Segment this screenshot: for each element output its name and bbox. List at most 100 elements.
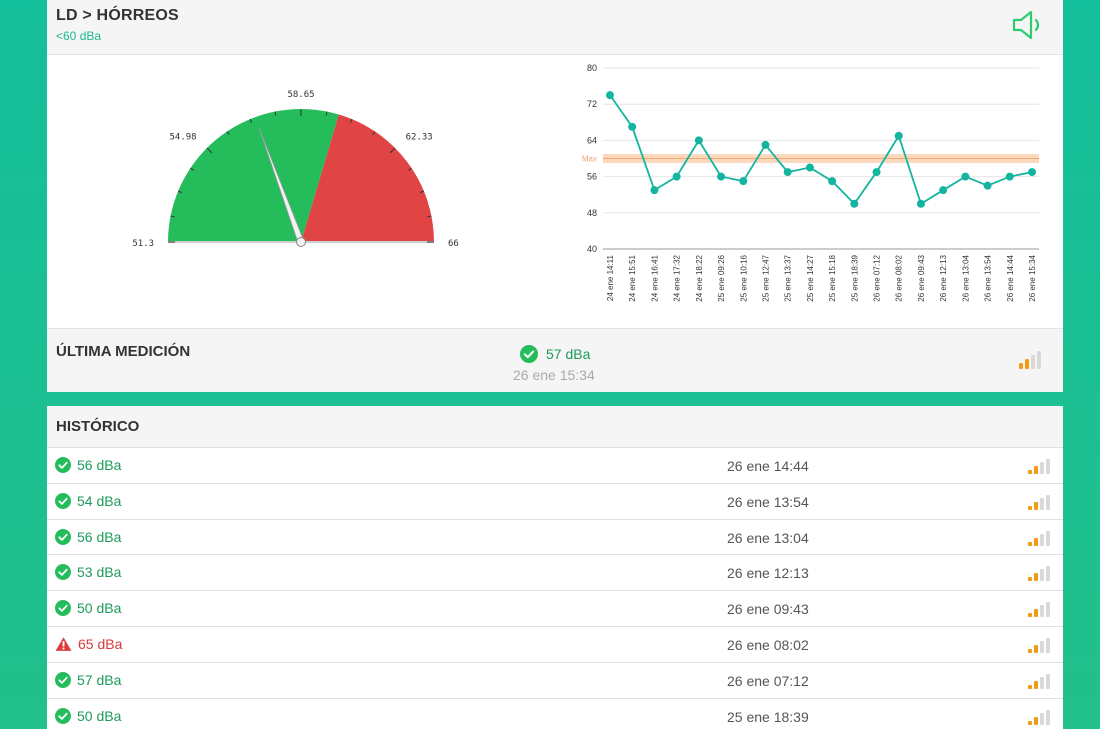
gauge-tick [407, 167, 412, 171]
check-circle-icon [55, 457, 71, 473]
gauge-tick [206, 147, 213, 154]
history-header: HISTÓRICO [47, 406, 1063, 448]
data-point[interactable] [961, 172, 970, 181]
data-point[interactable] [739, 177, 748, 186]
history-time: 26 ene 13:04 [727, 529, 809, 546]
data-point[interactable] [650, 186, 659, 195]
page-title: LD > HÓRREOS [56, 7, 179, 24]
history-time: 25 ene 18:39 [727, 708, 809, 725]
data-point[interactable] [872, 168, 881, 177]
check-circle-icon [55, 671, 71, 688]
last-measurement-time: 26 ene 15:34 [513, 367, 595, 383]
warning-triangle-icon [55, 637, 72, 651]
history-value-text: 56 dBa [77, 528, 122, 545]
charts-area: 51.3 54.98 58.65 62.33 66 40 48 56 64 72 80 Max 24 … [47, 55, 1063, 328]
gauge-tick [170, 215, 175, 218]
last-value-text: 57 dBa [546, 346, 591, 362]
history-row[interactable]: 54 dBa 26 ene 13:54 [47, 484, 1063, 520]
gauge-tick-label: 66 [448, 239, 459, 249]
y-tick-label: 48 [587, 208, 597, 218]
data-point[interactable] [805, 163, 814, 172]
x-tick-label: 25 ene 10:16 [739, 254, 748, 301]
last-measurement: ÚLTIMA MEDICIÓN 57 dBa 26 ene 15:34 [47, 328, 1063, 392]
history-row[interactable]: 56 dBa 26 ene 13:04 [47, 520, 1063, 556]
gauge-tick [226, 131, 230, 136]
y-tick-label: 72 [587, 99, 597, 109]
data-point[interactable] [717, 172, 726, 181]
x-tick-label: 26 ene 13:04 [961, 254, 970, 301]
history-value-text: 57 dBa [77, 671, 122, 688]
history-value: 65 dBa [55, 636, 122, 652]
gauge-tick [349, 118, 353, 124]
history-time: 26 ene 07:12 [727, 672, 809, 689]
last-measurement-title: ÚLTIMA MEDICIÓN [56, 343, 191, 360]
check-circle-icon [55, 600, 71, 617]
history-value-text: 50 dBa [77, 600, 122, 617]
check-circle-icon [520, 345, 538, 363]
history-value-text: 65 dBa [78, 635, 123, 652]
history-row[interactable]: 65 dBa 26 ene 08:02 [47, 627, 1063, 663]
data-point[interactable] [1005, 172, 1014, 181]
history-value-text: 53 dBa [77, 564, 122, 581]
data-point[interactable] [850, 199, 859, 208]
x-tick-label: 25 ene 18:39 [850, 254, 859, 301]
data-point[interactable] [606, 91, 614, 100]
gauge-tick [325, 111, 328, 116]
threshold-label: Max [582, 155, 597, 164]
x-tick-label: 25 ene 14:27 [806, 254, 815, 301]
x-tick-label: 26 ene 07:12 [873, 254, 882, 301]
history-time: 26 ene 09:43 [727, 601, 809, 618]
x-tick-label: 26 ene 13:54 [984, 254, 993, 301]
data-point[interactable] [939, 186, 948, 195]
history-time: 26 ene 12:13 [727, 565, 809, 582]
speaker-icon[interactable] [1011, 8, 1045, 42]
history-card: HISTÓRICO 56 dBa 26 ene 14:44 54 dBa 26 ene… [47, 406, 1063, 729]
y-tick-label: 64 [587, 135, 597, 145]
gauge-tick-label: 54.98 [169, 132, 196, 142]
x-tick-label: 24 ene 17:32 [673, 254, 682, 301]
line-chart: 40 48 56 64 72 80 Max 24 ene 14:11 24 ene 15:51 2… [582, 63, 1039, 302]
data-point[interactable] [916, 199, 925, 208]
history-row[interactable]: 56 dBa 26 ene 14:44 [47, 448, 1063, 484]
data-point[interactable] [783, 168, 792, 177]
signal-strength-icon [1028, 673, 1050, 689]
x-tick-label: 26 ene 09:43 [917, 254, 926, 301]
last-measurement-value: 57 dBa [520, 345, 590, 363]
gauge-chart: 51.3 54.98 58.65 62.33 66 [132, 90, 459, 249]
gauge-tick [190, 167, 195, 171]
data-point[interactable] [628, 122, 637, 131]
history-row[interactable]: 53 dBa 26 ene 12:13 [47, 555, 1063, 592]
y-tick-label: 40 [587, 244, 597, 254]
signal-strength-icon [1028, 566, 1050, 582]
signal-strength-icon [1028, 637, 1050, 653]
history-value: 57 dBa [55, 671, 122, 688]
threshold-subtitle: <60 dBa [56, 29, 102, 43]
data-point[interactable] [894, 131, 903, 140]
x-tick-label: 24 ene 14:11 [606, 254, 615, 301]
data-point[interactable] [761, 140, 770, 149]
history-value: 53 dBa [55, 564, 122, 581]
gauge-tick [389, 147, 396, 154]
history-value: 50 dBa [55, 600, 122, 617]
y-tick-label: 56 [587, 172, 597, 182]
data-point[interactable] [828, 177, 837, 186]
history-row[interactable]: 50 dBa 25 ene 18:39 [47, 699, 1063, 729]
data-point[interactable] [983, 181, 992, 190]
data-point[interactable] [694, 136, 703, 145]
gauge-tick [177, 190, 183, 194]
x-tick-label: 26 ene 12:13 [939, 254, 948, 301]
data-point[interactable] [672, 172, 681, 181]
history-title: HISTÓRICO [56, 418, 140, 435]
data-point[interactable] [1028, 168, 1036, 177]
x-tick-label: 25 ene 12:47 [761, 254, 770, 301]
check-circle-icon [55, 707, 71, 724]
signal-strength-icon [1028, 709, 1050, 725]
gauge-tick [427, 215, 432, 218]
check-circle-icon [55, 492, 71, 509]
x-tick-label: 26 ene 14:44 [1006, 254, 1015, 301]
history-row[interactable]: 57 dBa 26 ene 07:12 [47, 663, 1063, 699]
history-row[interactable]: 50 dBa 26 ene 09:43 [47, 591, 1063, 627]
x-tick-label: 24 ene 15:51 [628, 254, 637, 301]
gauge-tick-label: 51.3 [132, 239, 154, 249]
gauge-needle-hub [296, 237, 306, 247]
